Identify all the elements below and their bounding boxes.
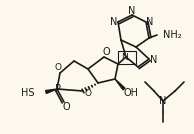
Text: N: N <box>110 17 118 27</box>
Text: N: N <box>159 96 167 106</box>
Text: O: O <box>55 64 61 72</box>
Text: O: O <box>102 47 110 57</box>
Text: HS: HS <box>22 88 35 98</box>
Text: N: N <box>128 6 136 16</box>
Polygon shape <box>115 79 125 90</box>
Text: N: N <box>121 53 127 62</box>
Text: N: N <box>150 55 158 65</box>
Text: P: P <box>55 84 61 94</box>
Text: OH: OH <box>124 88 139 98</box>
Text: NH₂: NH₂ <box>163 30 182 40</box>
Text: O: O <box>62 102 70 112</box>
Text: O: O <box>85 90 92 98</box>
Polygon shape <box>46 89 57 93</box>
Text: N: N <box>146 17 154 27</box>
